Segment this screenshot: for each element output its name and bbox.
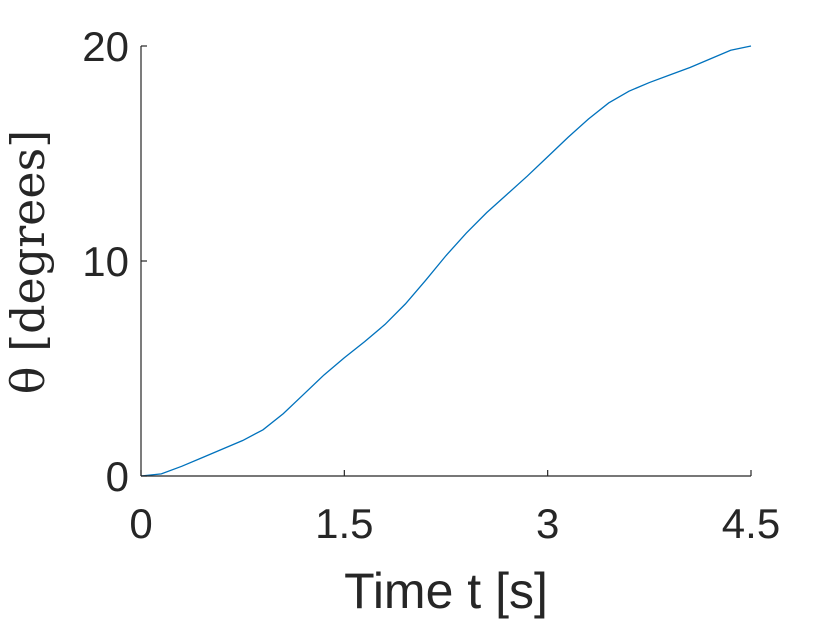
plot-area bbox=[140, 45, 752, 477]
y-tick-label: 10 bbox=[82, 238, 129, 285]
x-tick-label: 0 bbox=[129, 500, 152, 547]
series-line-0 bbox=[140, 45, 752, 477]
x-tick-label: 4.5 bbox=[722, 500, 780, 547]
axes: 0 1.5 3 4.5 0 10 20 bbox=[82, 23, 780, 547]
x-axis-label: Time t [s] bbox=[344, 563, 548, 619]
x-tick-label: 3 bbox=[536, 500, 559, 547]
y-tick-label: 20 bbox=[82, 23, 129, 70]
y-axis-label: θ [degrees] bbox=[1, 130, 55, 394]
x-tick-label: 1.5 bbox=[315, 500, 373, 547]
y-tick-label: 0 bbox=[106, 453, 129, 500]
